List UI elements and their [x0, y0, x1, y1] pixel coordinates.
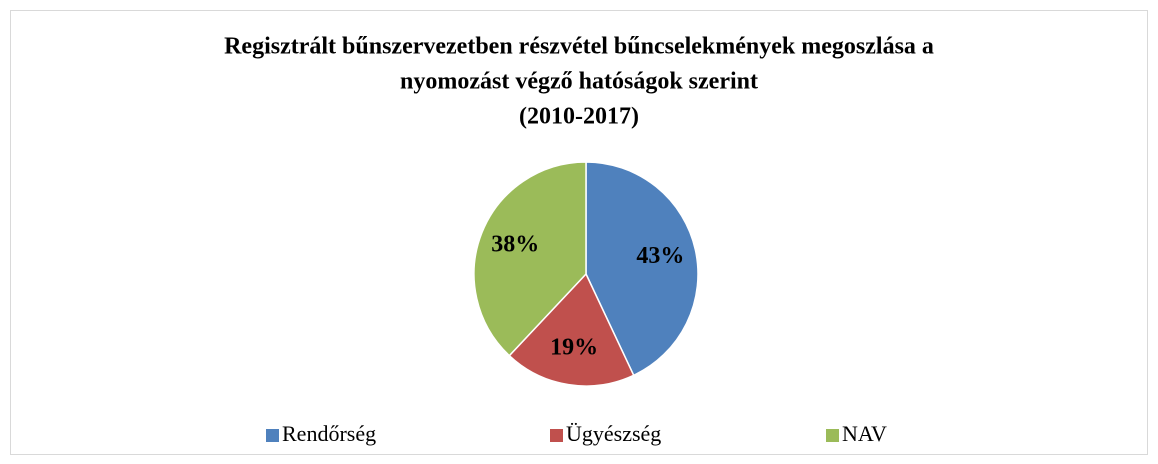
chart-title: (2010-2017) [519, 104, 639, 130]
legend-swatch [266, 429, 279, 442]
chart-title: nyomozást végző hatóságok szerint [400, 69, 758, 95]
legend-label: NAV [842, 421, 887, 446]
data-label: 43% [636, 243, 684, 269]
pie-slice [585, 161, 699, 377]
pie-slice [473, 161, 587, 357]
legend-label: Rendőrség [282, 421, 376, 446]
legend-label: Ügyészség [566, 421, 661, 446]
legend-swatch [826, 429, 839, 442]
legend-swatch [550, 429, 563, 442]
data-label: 19% [550, 335, 598, 361]
chart-title: Regisztrált bűnszervezetben részvétel bű… [224, 34, 934, 60]
data-label: 38% [491, 231, 539, 257]
pie-slice [508, 272, 635, 387]
